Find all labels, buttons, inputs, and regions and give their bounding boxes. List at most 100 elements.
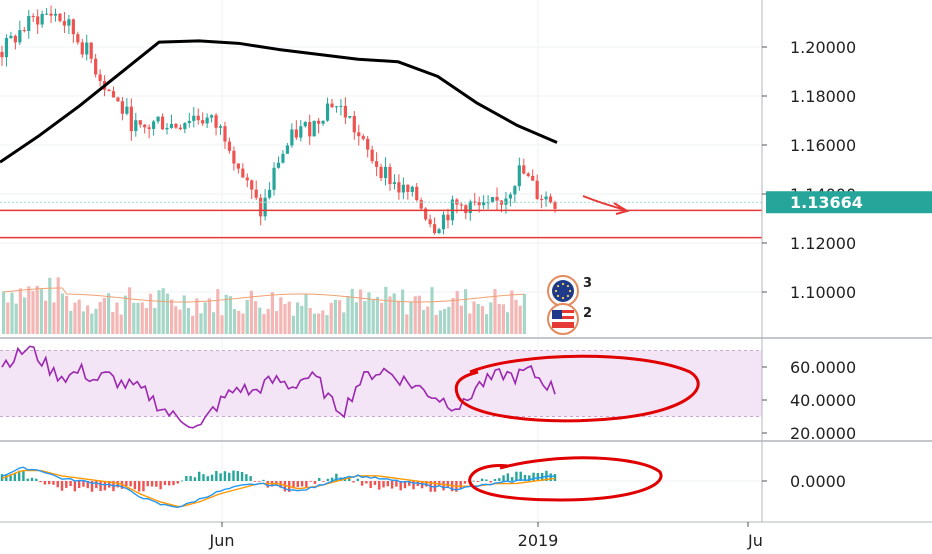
event-flags[interactable]: 32	[547, 275, 592, 335]
volume-bar	[233, 309, 237, 334]
macd-histogram-bar	[528, 475, 531, 481]
volume-bar	[111, 311, 115, 334]
macd-histogram-bar	[180, 480, 184, 482]
macd-histogram-bar	[103, 481, 107, 491]
volume-bar	[312, 313, 316, 334]
hand-drawn-annotations	[454, 195, 700, 502]
candle-body	[468, 201, 472, 214]
candle-body	[321, 120, 325, 124]
macd-histogram-bar	[95, 481, 98, 489]
candle-body	[9, 35, 13, 39]
candle-body	[308, 122, 312, 137]
volume-bar	[165, 293, 169, 334]
volume-bar	[426, 306, 430, 334]
macd-histogram-bar	[502, 475, 505, 481]
macd-histogram-bar	[219, 473, 222, 481]
volume-bar	[468, 313, 472, 334]
volume-bar	[254, 301, 258, 334]
candle-body	[120, 101, 125, 114]
candle-body	[232, 150, 236, 164]
us-flag-canton	[552, 310, 562, 319]
eu-flag-star	[556, 284, 560, 288]
volume-bar	[207, 298, 211, 334]
candle-body	[477, 202, 481, 206]
candle-body	[129, 106, 133, 132]
volume-bar	[388, 296, 392, 334]
candle-body	[174, 123, 178, 128]
candle-body	[383, 166, 388, 178]
volume-bar	[237, 310, 241, 334]
candle-body	[259, 197, 263, 217]
macd-histogram-bar	[189, 476, 192, 481]
macd-histogram-bar	[283, 481, 287, 492]
candle-body	[334, 106, 339, 108]
volume-bar	[464, 289, 468, 334]
candle-body	[53, 13, 58, 16]
price-tick-label: 1.20000	[790, 38, 856, 57]
volume-bar	[291, 315, 295, 334]
volume-bar	[522, 294, 526, 334]
macd-histogram-bar	[30, 477, 34, 481]
volume-bar	[31, 291, 35, 334]
candle-body	[13, 35, 17, 43]
candle-body	[205, 117, 209, 124]
rsi-tick-label: 20.0000	[790, 424, 856, 443]
candle-body	[22, 30, 26, 32]
macd-histogram-bar	[480, 478, 484, 481]
candle-body	[107, 89, 111, 92]
volume-bar	[149, 293, 153, 334]
volume-bar	[10, 292, 14, 334]
candle-body	[290, 129, 294, 146]
macd-histogram-bar	[155, 481, 158, 487]
candle-body	[134, 120, 138, 132]
macd-histogram-bar	[60, 481, 64, 491]
macd-histogram-bar	[442, 481, 445, 491]
last-price-badge[interactable]	[766, 191, 932, 214]
volume-bar	[296, 302, 300, 334]
volume-bar	[489, 302, 493, 334]
candle-body	[517, 165, 521, 187]
candle-body	[535, 180, 539, 200]
candle-body	[263, 197, 267, 217]
macd-histogram-bar	[399, 481, 402, 491]
volume-bar	[317, 313, 321, 334]
candle-body	[218, 126, 223, 128]
candle-body	[210, 115, 214, 118]
volume-bar	[52, 302, 56, 334]
volume-bar	[249, 290, 253, 334]
volume-bar	[48, 277, 52, 334]
volume-bar	[228, 296, 232, 334]
macd-histogram-bar	[459, 481, 462, 490]
volume-bar	[455, 291, 459, 334]
support-levels	[0, 201, 762, 239]
candle-body	[178, 127, 182, 130]
candle-body	[272, 167, 276, 190]
volume-bar	[359, 289, 363, 334]
candle-body	[522, 165, 526, 174]
volume-bar	[140, 302, 144, 334]
volume-bar	[380, 302, 384, 334]
volume-moving-average	[3, 287, 525, 303]
volume-bar	[266, 309, 270, 334]
candle-body	[513, 186, 517, 195]
macd-histogram-bar	[0, 474, 4, 481]
time-tick-label: Ju	[747, 531, 763, 550]
candle-body	[526, 173, 530, 177]
candle-body	[214, 115, 218, 128]
macd-histogram-bar	[236, 471, 239, 481]
candle-body	[156, 116, 160, 122]
candle-body	[392, 182, 397, 185]
eu-flag-star	[554, 289, 558, 293]
candle-body	[428, 219, 432, 225]
macd-histogram-bar	[202, 474, 205, 481]
volume-bar	[485, 314, 489, 334]
volume-bar	[493, 288, 497, 334]
macd-histogram-bar	[296, 481, 299, 488]
eu-flag-star	[568, 289, 572, 293]
macd-histogram-bar	[253, 481, 257, 482]
volume-bar	[195, 298, 199, 334]
volume-bar	[6, 302, 10, 334]
candle-body	[281, 153, 285, 163]
volume-bar	[203, 302, 207, 334]
